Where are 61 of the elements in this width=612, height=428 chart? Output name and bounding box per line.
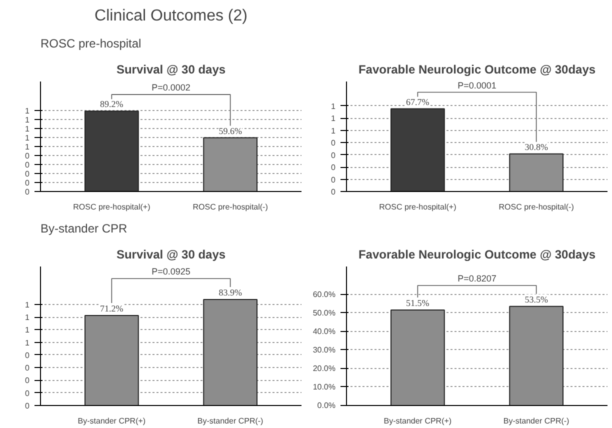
chart-title: Favorable Neurologic Outcome @ 30days <box>358 62 596 76</box>
y-tick-label: 0 <box>25 151 30 160</box>
y-tick-label: 1 <box>25 115 30 124</box>
text: By-stander CPR <box>40 222 128 236</box>
chart-title: Survival @ 30 days <box>116 248 226 262</box>
y-tick-label: 1 <box>25 313 30 322</box>
y-tick-label: 1 <box>25 142 30 152</box>
y-tick-label: 0 <box>331 163 336 172</box>
text: ROSC pre-hospital <box>40 36 142 50</box>
x-tick-label: ROSC pre-hospital(+) <box>73 202 151 212</box>
x-tick-label: By-stander CPR(-) <box>503 416 570 426</box>
data-label: 53.5% <box>524 294 548 304</box>
x-tick-label: By-stander CPR(-) <box>197 416 264 426</box>
y-tick-label: 0 <box>25 376 30 386</box>
y-tick-label: 1 <box>25 106 30 116</box>
y-tick-label: 0 <box>25 160 30 170</box>
x-tick-label: By-stander CPR(+) <box>384 416 452 426</box>
chart-title: Survival @ 30 days <box>116 62 226 76</box>
y-tick-label: 1 <box>25 326 30 335</box>
annotation: P=0.8207 <box>458 273 496 284</box>
data-label: 83.9% <box>218 287 242 298</box>
y-tick-label: 1 <box>25 300 30 310</box>
y-tick-label: 1 <box>25 338 30 348</box>
y-tick-label: 0 <box>25 350 30 360</box>
data-label: 59.6% <box>218 126 242 136</box>
y-tick-label: 0 <box>25 388 30 398</box>
data-label: 30.8% <box>524 142 548 152</box>
x-tick-label: ROSC pre-hospital(+) <box>379 202 457 212</box>
y-tick-label: 1 <box>331 126 336 136</box>
y-tick-label: 0 <box>331 138 336 148</box>
x-tick-label: ROSC pre-hospital(-) <box>192 202 268 212</box>
y-tick-label: 0.0% <box>317 401 336 410</box>
y-tick-label: 30.0% <box>312 345 336 354</box>
y-tick-label: 10.0% <box>312 382 336 392</box>
x-tick-label: By-stander CPR(+) <box>78 416 146 426</box>
data-label: 89.2% <box>100 99 124 110</box>
y-tick-label: 0 <box>25 178 30 188</box>
y-tick-label: 0 <box>25 169 30 178</box>
chart-title: Favorable Neurologic Outcome @ 30days <box>358 248 596 262</box>
y-tick-label: 1 <box>331 102 336 111</box>
y-tick-label: 0 <box>331 188 336 196</box>
y-tick-label: 1 <box>25 133 30 142</box>
data-label: 51.5% <box>406 298 430 308</box>
data-label: 71.2% <box>100 304 124 314</box>
y-tick-label: 0 <box>331 150 336 160</box>
text: Clinical Outcomes (2) <box>94 8 248 24</box>
y-tick-label: 1 <box>25 124 30 134</box>
annotation: P=0.0002 <box>152 82 190 93</box>
y-tick-label: 0 <box>25 188 30 196</box>
data-label: 67.7% <box>406 96 430 107</box>
y-tick-label: 0 <box>25 402 30 410</box>
y-tick-label: 0 <box>25 364 30 373</box>
y-tick-label: 1 <box>331 114 336 124</box>
annotation: P=0.0925 <box>152 266 190 277</box>
x-tick-label: ROSC pre-hospital(-) <box>498 202 574 212</box>
y-tick-label: 60.0% <box>312 290 336 299</box>
y-tick-label: 20.0% <box>312 364 336 373</box>
y-tick-label: 0 <box>331 175 336 184</box>
y-tick-label: 50.0% <box>312 308 336 318</box>
annotation: P=0.0001 <box>458 80 496 90</box>
y-tick-label: 40.0% <box>312 326 336 336</box>
